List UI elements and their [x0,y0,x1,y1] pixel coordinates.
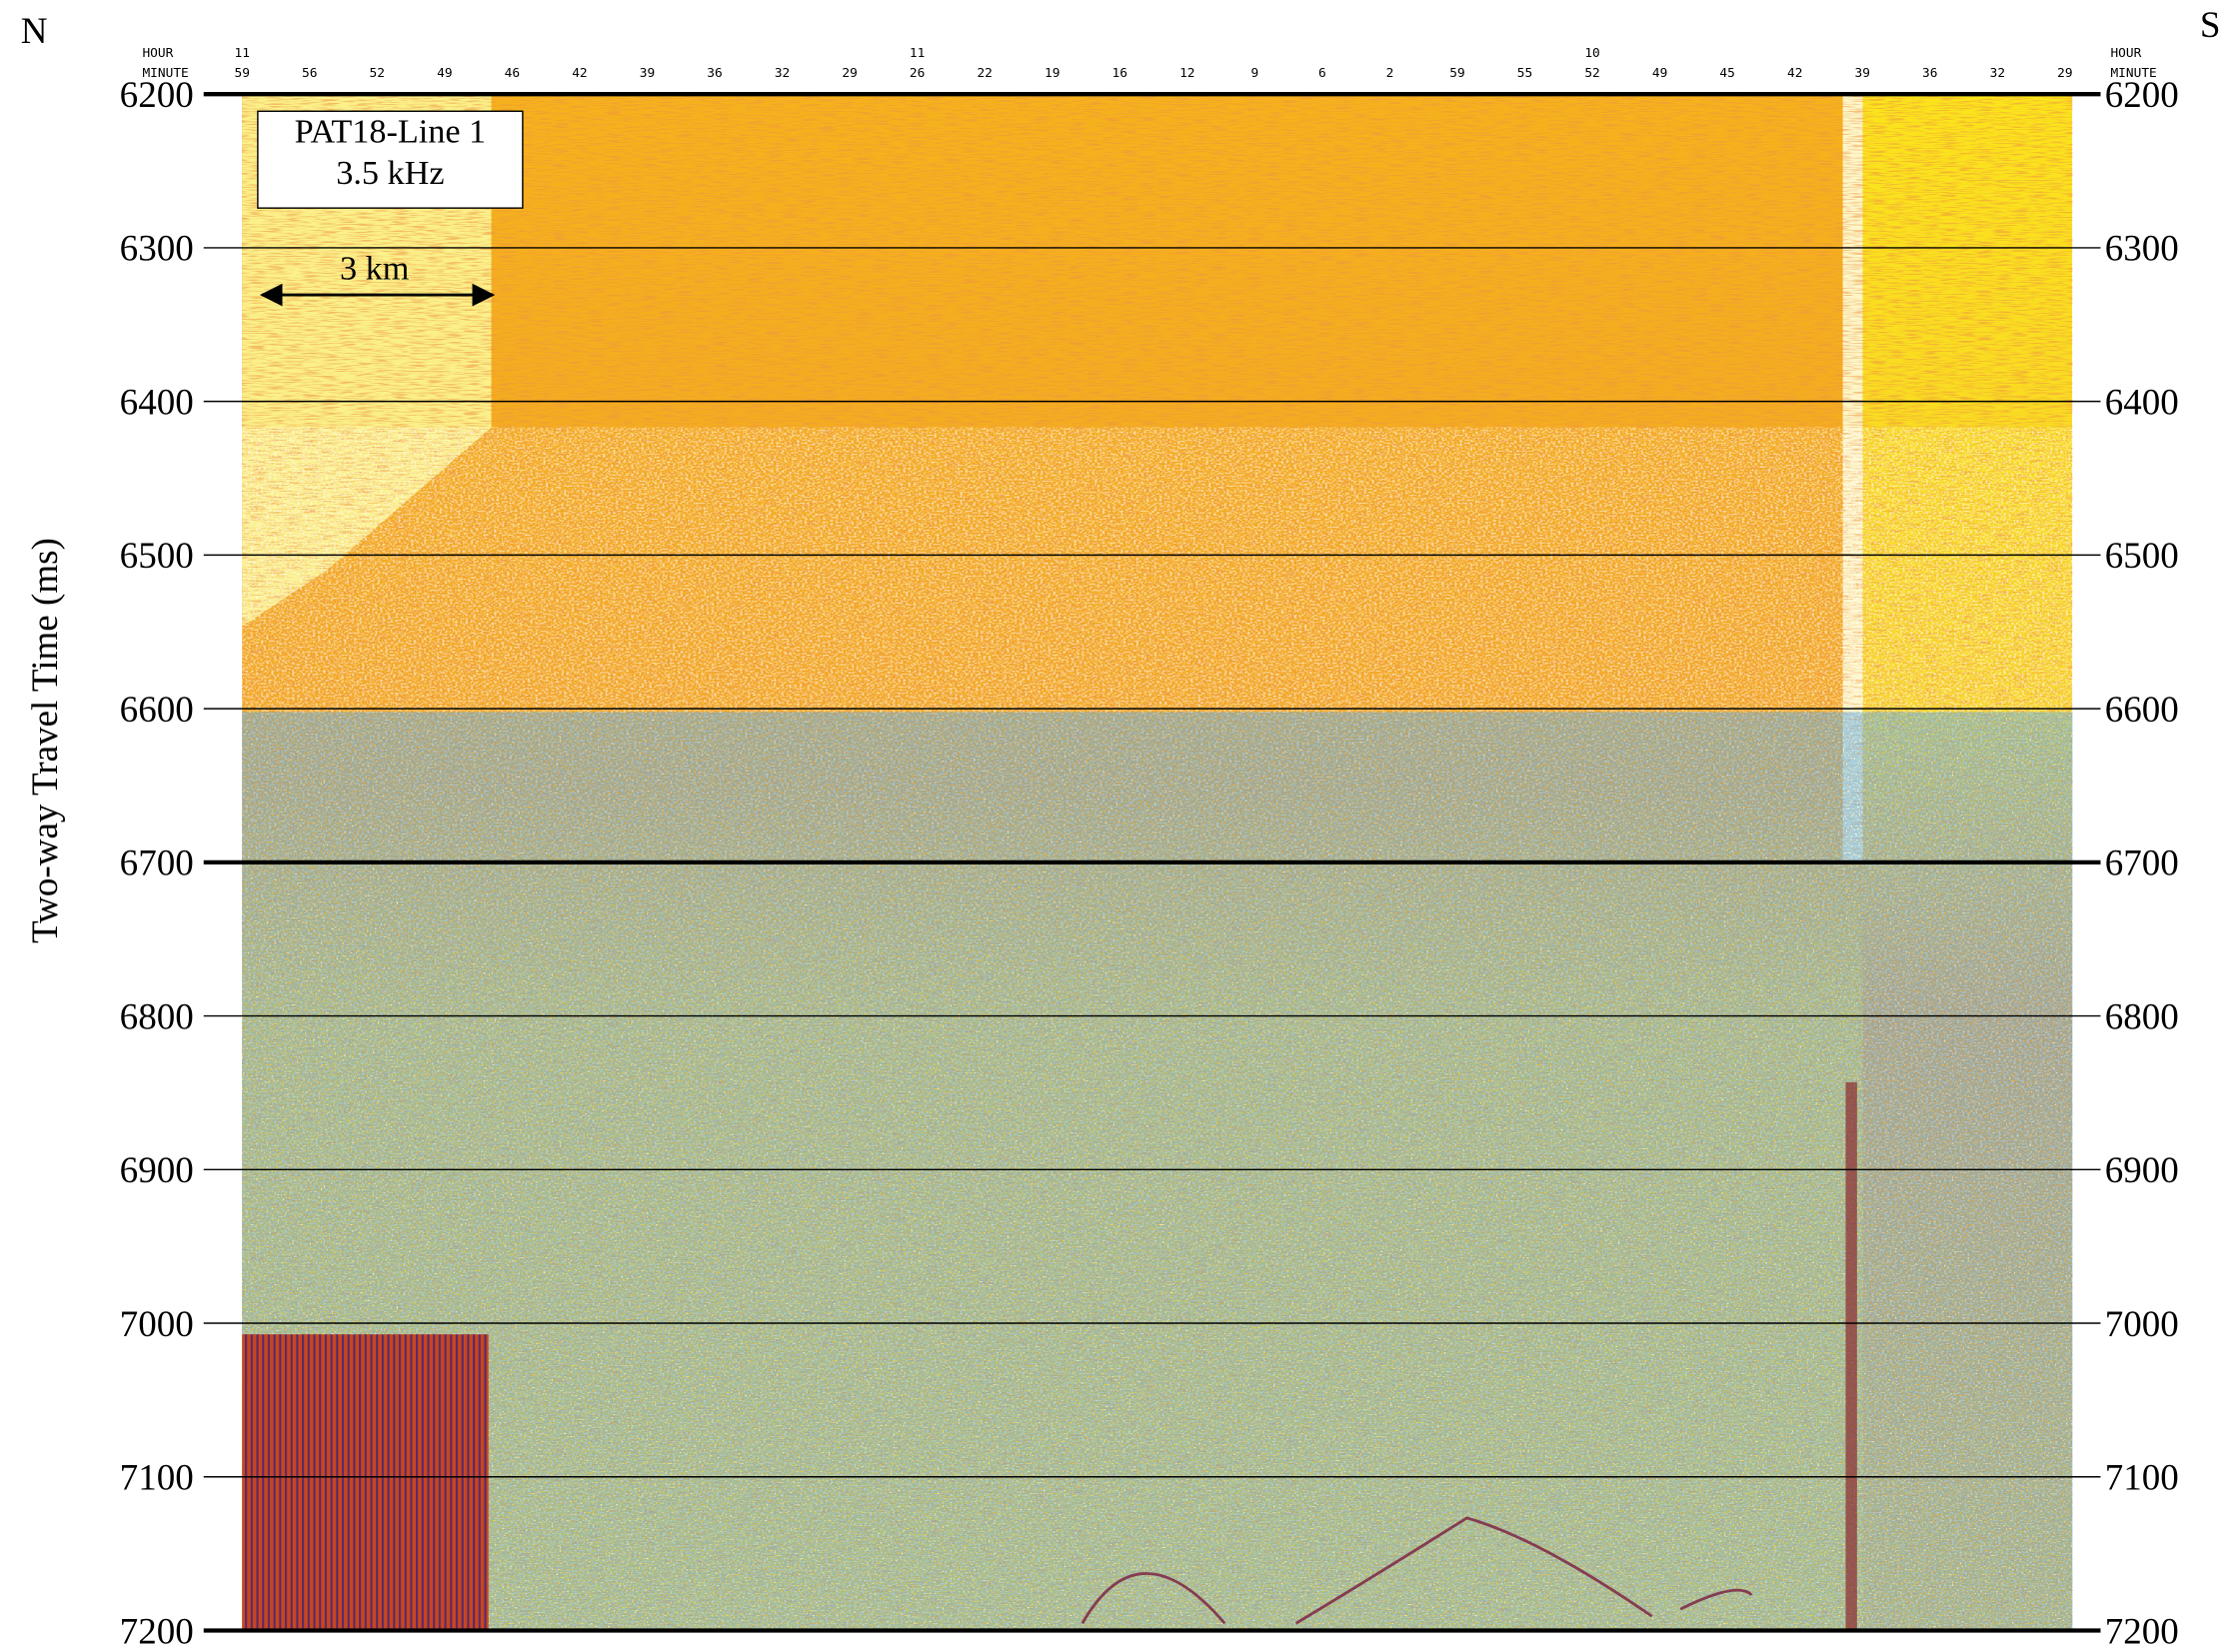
south-label: S [2200,5,2221,46]
y-tick-label-right: 6800 [2105,996,2179,1037]
y-axis-title: Two-way Travel Time (ms) [25,538,66,943]
label-box [257,110,524,209]
y-tick-label-left: 6300 [120,229,194,270]
y-tick-label-right: 6600 [2105,690,2179,731]
y-tick-label-left: 6500 [120,536,194,577]
scale-label: 3 km [340,250,410,287]
y-tick-label-right: 6400 [2105,382,2179,423]
minute-label: 29 [842,66,857,81]
hour-label: 10 [1584,46,1599,61]
minute-label: 52 [1584,66,1599,81]
y-tick-label-left: 6900 [120,1150,194,1191]
minute-label: 16 [1113,66,1127,81]
y-tick-label-right: 6500 [2105,536,2179,577]
noise-block [242,1334,489,1631]
y-tick-label-left: 6700 [120,843,194,884]
minute-label: 42 [572,66,587,81]
minute-label: 9 [1250,66,1258,81]
y-tick-label-left: 7100 [120,1458,194,1499]
minute-label: 46 [505,66,520,81]
y-tick-label-right: 6300 [2105,229,2179,270]
seismic-image [242,94,2073,1631]
minute-label: 55 [1517,66,1532,81]
y-tick-label-right: 6200 [2105,75,2179,116]
minute-title-right: MINUTE [2110,66,2156,81]
minute-label: 59 [1449,66,1464,81]
minute-label: 29 [2057,66,2072,81]
y-tick-label-left: 7200 [120,1611,194,1652]
hour-title-left: HOUR [142,46,173,61]
minute-label: 6 [1318,66,1326,81]
hour-title-right: HOUR [2110,46,2141,61]
minute-label: 22 [977,66,992,81]
minute-label: 36 [707,66,722,81]
y-tick-label-left: 6400 [120,382,194,423]
minute-label: 39 [1855,66,1870,81]
axes: 6200 6200 6300 6300 6400 6400 6500 6500 6600 6600… [120,46,2179,1652]
vertical-artifact [1845,1081,1857,1631]
minute-label: 49 [437,66,452,81]
hour-label: 11 [910,46,925,61]
y-tick-label-right: 7000 [2105,1304,2179,1345]
minute-label: 56 [302,66,317,81]
minute-label: 32 [775,66,790,81]
y-tick-label-left: 6200 [120,75,194,116]
minute-label: 12 [1179,66,1194,81]
minute-label: 32 [1990,66,2005,81]
y-tick-label-right: 7200 [2105,1611,2179,1652]
minute-label: 19 [1045,66,1060,81]
blue-speckles [242,712,2073,1631]
y-tick-label-left: 7000 [120,1304,194,1345]
minute-label: 49 [1652,66,1667,81]
hour-label: 11 [234,46,249,61]
north-label: N [21,11,48,52]
minute-label: 45 [1719,66,1734,81]
minute-label: 59 [234,66,249,81]
y-tick-label-left: 6600 [120,690,194,731]
y-tick-label-right: 6900 [2105,1150,2179,1191]
y-tick-label-left: 6800 [120,996,194,1037]
minute-label: 36 [1922,66,1937,81]
minute-label: 2 [1386,66,1394,81]
y-tick-label-right: 6700 [2105,843,2179,884]
minute-title-left: MINUTE [142,66,188,81]
seafloor-reflector [1081,1516,1753,1625]
line-name: PAT18-Line 1 [295,114,487,151]
y-tick-label-right: 7100 [2105,1458,2179,1499]
minute-label: 39 [640,66,655,81]
minute-label: 52 [370,66,385,81]
minute-label: 42 [1787,66,1802,81]
minute-label: 26 [910,66,925,81]
frequency: 3.5 kHz [336,155,444,192]
